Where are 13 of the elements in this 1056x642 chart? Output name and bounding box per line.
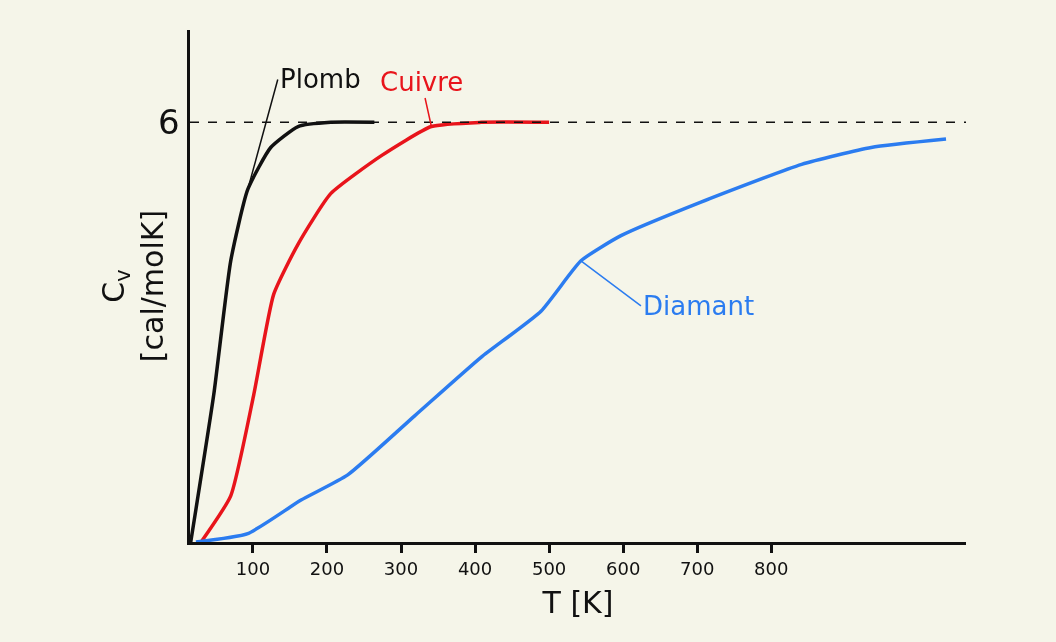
- x-tick-label: 400: [457, 557, 493, 579]
- series-label: Cuivre: [380, 67, 464, 97]
- x-tick-label: 500: [531, 557, 567, 579]
- text: 6: [158, 102, 180, 142]
- x-axis-title: T [K]: [541, 585, 614, 621]
- x-tick-label: 600: [605, 557, 641, 579]
- x-tick-label: 700: [680, 557, 715, 579]
- text: Diamant: [643, 291, 755, 321]
- x-tick-label: 200: [309, 557, 345, 579]
- x-tick-label: 100: [235, 557, 271, 579]
- series-label: Plomb: [280, 64, 361, 94]
- x-tick-label: 300: [383, 557, 419, 579]
- x-tick-label: 800: [754, 557, 789, 579]
